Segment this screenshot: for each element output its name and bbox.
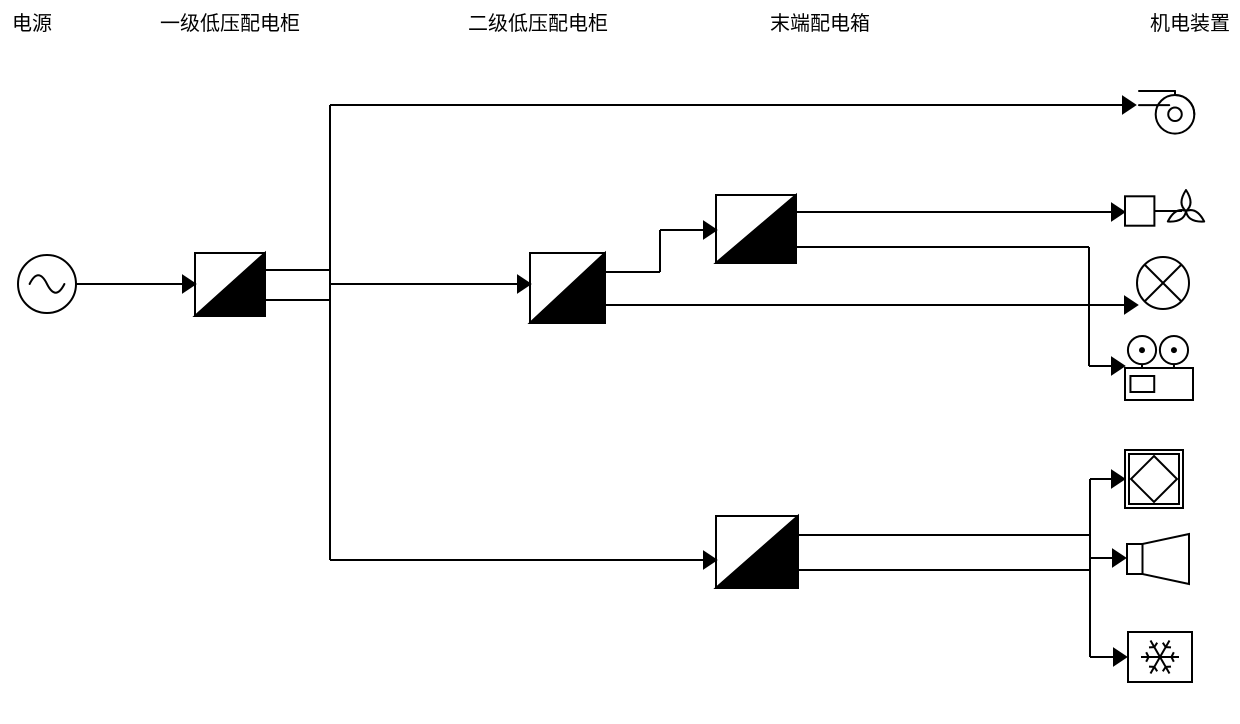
terminal-box-b-icon (716, 516, 798, 588)
filter-icon (1125, 450, 1183, 508)
recorder-icon (1125, 336, 1193, 400)
power-source-icon (18, 255, 76, 313)
horn-icon (1127, 534, 1189, 584)
column-labels: 电源 一级低压配电柜 二级低压配电柜 末端配电箱 机电装置 (12, 12, 1230, 35)
blower-icon (1139, 91, 1194, 134)
lamp-icon (1137, 257, 1189, 309)
label-lvl2: 二级低压配电柜 (468, 12, 608, 35)
secondary-cabinet-icon (530, 253, 605, 323)
label-devices: 机电装置 (1150, 12, 1230, 35)
label-terminal: 末端配电箱 (770, 12, 870, 35)
chiller-icon (1128, 632, 1192, 682)
terminal-box-a-icon (716, 195, 796, 263)
label-power: 电源 (12, 12, 52, 35)
primary-cabinet-icon (195, 253, 265, 316)
label-lvl1: 一级低压配电柜 (160, 12, 300, 35)
fan-icon (1125, 190, 1204, 226)
wiring (76, 105, 1125, 657)
